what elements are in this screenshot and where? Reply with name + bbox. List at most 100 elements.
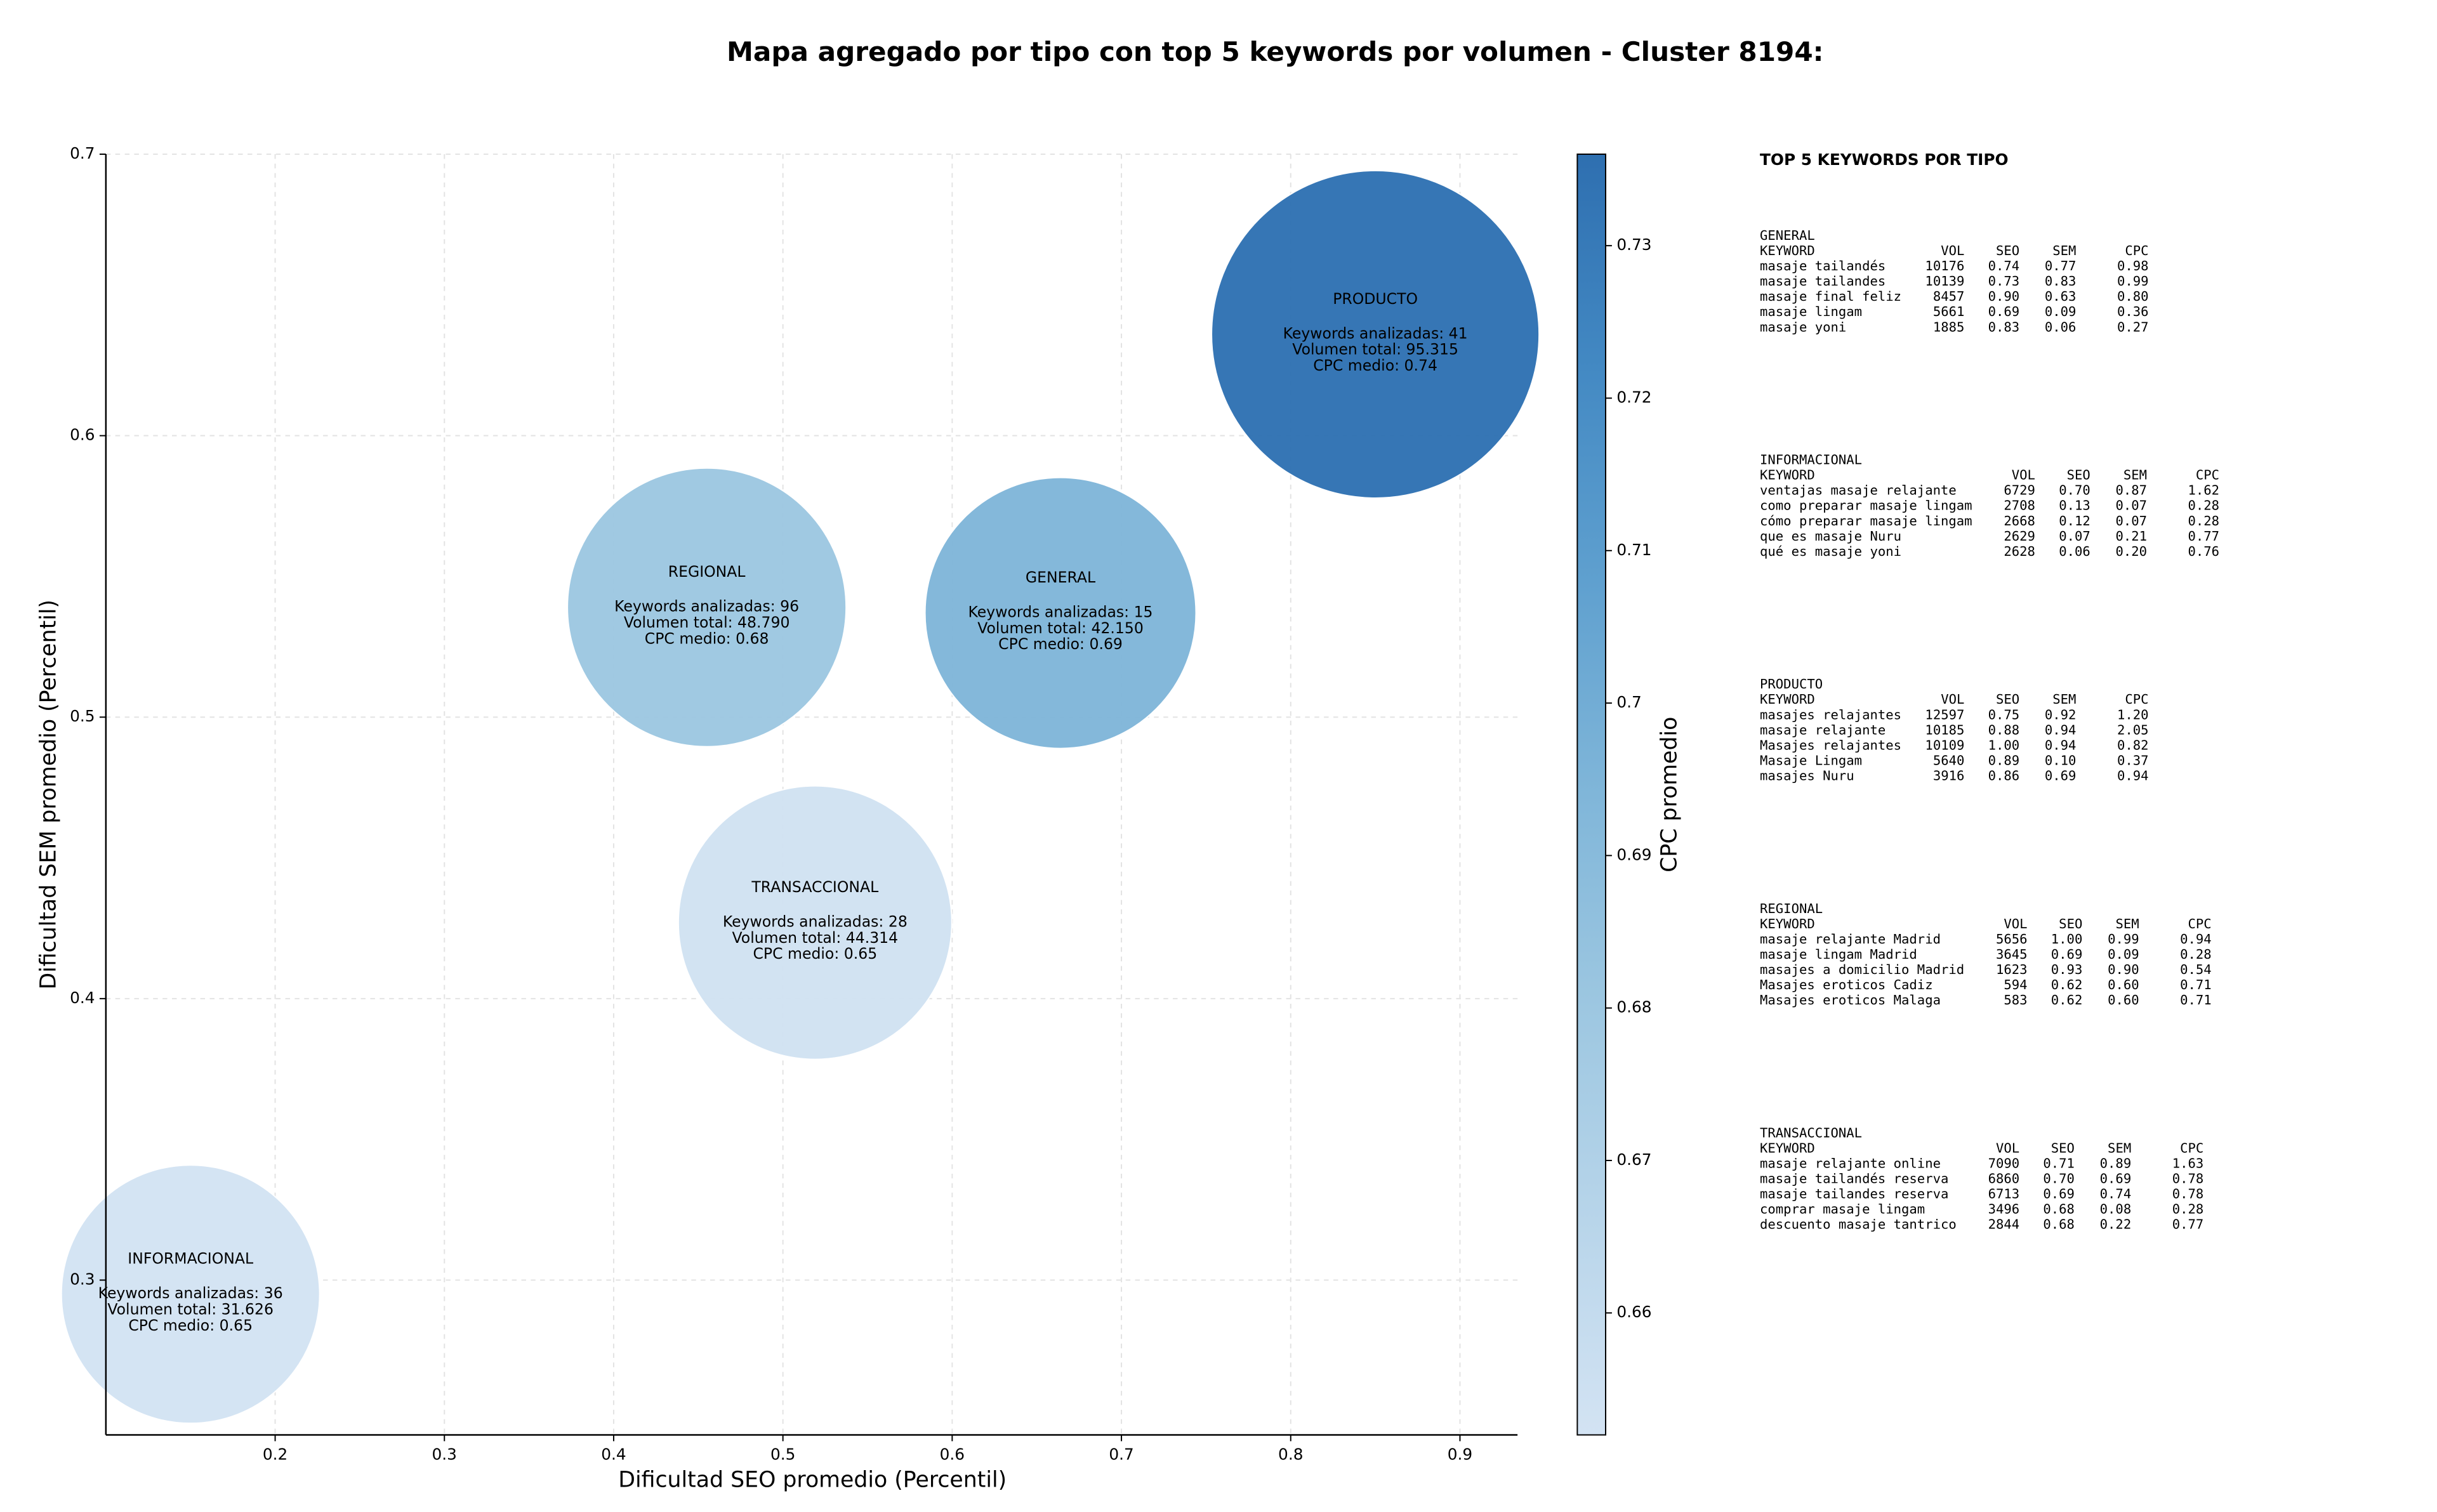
x-tick-label: 0.5: [770, 1445, 795, 1464]
table-cell: 1885: [1933, 319, 1965, 334]
table-cell: 3916: [1933, 768, 1965, 783]
table-cell: 5640: [1933, 753, 1965, 768]
table-header: CPC: [2196, 468, 2219, 483]
x-tick-label: 0.3: [432, 1445, 457, 1464]
table-cell: 10176: [1925, 258, 1964, 273]
table-header: KEYWORD: [1760, 243, 1815, 258]
table-cell: 0.13: [2059, 498, 2090, 513]
table-cell: 0.09: [2045, 304, 2077, 319]
table-cell: 0.88: [1988, 722, 2020, 737]
table-cell: 0.62: [2051, 977, 2083, 992]
bubble-detail: CPC medio: 0.68: [645, 629, 769, 647]
table-cell: masajes a domicilio Madrid: [1760, 962, 1964, 977]
table-header: VOL: [1941, 243, 1964, 258]
colorbar-tick-label: 0.67: [1616, 1150, 1651, 1169]
bubble: [924, 477, 1197, 749]
table-cell: 2.05: [2117, 722, 2149, 737]
table-cell: 0.71: [2180, 992, 2212, 1008]
table-cell: 0.28: [2180, 947, 2212, 962]
table-cell: 0.93: [2051, 962, 2083, 977]
table-cell: 1.20: [2117, 707, 2149, 722]
table-cell: 0.12: [2059, 513, 2090, 529]
table-cell: 7090: [1988, 1155, 2020, 1171]
table-cell: masaje tailandés reserva: [1760, 1171, 1948, 1187]
table-cell: 3496: [1988, 1202, 2020, 1217]
table-cell: como preparar masaje lingam: [1760, 498, 1972, 513]
table-cell: 0.54: [2180, 962, 2212, 977]
table-header: SEM: [2052, 692, 2076, 707]
colorbar-tick-label: 0.72: [1616, 388, 1651, 406]
x-tick-label: 0.7: [1109, 1445, 1133, 1464]
table-header: KEYWORD: [1760, 468, 1815, 483]
table-cell: 0.77: [2045, 258, 2077, 273]
table-cell: 0.78: [2172, 1187, 2204, 1202]
table-cell: 0.27: [2117, 319, 2149, 334]
table-cell: Masaje Lingam: [1760, 753, 1862, 768]
table-cell: 0.22: [2100, 1217, 2132, 1232]
table-cell: 0.07: [2115, 498, 2147, 513]
bubble-detail: CPC medio: 0.65: [128, 1317, 253, 1334]
table-cell: 0.83: [1988, 319, 2020, 334]
table-cell: 0.94: [2045, 722, 2077, 737]
table-cell: ventajas masaje relajante: [1760, 483, 1957, 498]
table-header: KEYWORD: [1760, 1140, 1815, 1155]
table-cell: 0.82: [2117, 737, 2149, 753]
table-title: TRANSACCIONAL: [1760, 1125, 1862, 1140]
table-header: CPC: [2180, 1140, 2203, 1155]
bubble-detail: CPC medio: 0.69: [998, 635, 1123, 653]
table-header: SEO: [2059, 916, 2082, 931]
table-cell: 0.09: [2108, 947, 2139, 962]
x-tick-label: 0.8: [1278, 1445, 1303, 1464]
table-cell: 0.74: [1988, 258, 2020, 273]
bubble-detail: CPC medio: 0.65: [753, 945, 877, 963]
table-header: SEO: [2051, 1140, 2075, 1155]
bubble-detail: Keywords analizadas: 28: [723, 913, 908, 931]
table-header: VOL: [2012, 468, 2035, 483]
x-tick-label: 0.4: [601, 1445, 626, 1464]
table-cell: Masajes relajantes: [1760, 737, 1901, 753]
table-cell: 3645: [1996, 947, 2028, 962]
table-cell: 2628: [2004, 544, 2035, 559]
table-cell: 0.28: [2188, 498, 2220, 513]
table-cell: 0.08: [2100, 1202, 2132, 1217]
table-title: PRODUCTO: [1760, 676, 1823, 692]
y-tick-label: 0.3: [70, 1270, 95, 1289]
table-cell: 0.60: [2108, 992, 2139, 1008]
table-cell: 0.92: [2045, 707, 2077, 722]
table-cell: comprar masaje lingam: [1760, 1202, 1925, 1217]
table-cell: masaje lingam: [1760, 304, 1862, 319]
table-cell: 1.00: [2051, 931, 2083, 947]
table-cell: 0.77: [2188, 529, 2220, 544]
table-cell: 0.94: [2045, 737, 2077, 753]
table-cell: 2629: [2004, 529, 2035, 544]
table-cell: 10139: [1925, 273, 1964, 289]
table-header: SEO: [1996, 692, 2019, 707]
table-cell: 6729: [2004, 483, 2035, 498]
table-cell: masaje tailandes: [1760, 273, 1886, 289]
table-header: KEYWORD: [1760, 916, 1815, 931]
table-cell: 5661: [1933, 304, 1965, 319]
table-cell: 0.83: [2045, 273, 2077, 289]
y-tick-label: 0.4: [70, 989, 95, 1007]
panel-title: TOP 5 KEYWORDS POR TIPO: [1760, 150, 2009, 169]
table-cell: 0.90: [2108, 962, 2139, 977]
table-header: SEM: [2052, 243, 2076, 258]
y-tick-label: 0.6: [70, 426, 95, 444]
table-cell: Masajes eroticos Cadiz: [1760, 977, 1933, 992]
table-cell: 0.71: [2043, 1155, 2075, 1171]
table-cell: qué es masaje yoni: [1760, 544, 1901, 559]
table-header: CPC: [2125, 692, 2148, 707]
table-cell: 0.78: [2172, 1171, 2204, 1187]
table-header: VOL: [2004, 916, 2027, 931]
table-title: REGIONAL: [1760, 901, 1823, 916]
table-cell: masaje yoni: [1760, 319, 1846, 334]
table-cell: masaje lingam Madrid: [1760, 947, 1917, 962]
table-cell: 594: [2004, 977, 2027, 992]
table-cell: 0.69: [1988, 304, 2020, 319]
table-cell: que es masaje Nuru: [1760, 529, 1901, 544]
axes: 0.2 0.3 0.4 0.5 0.6 0.7 0.8 0.9 0.3 0.4 0.5 0.6 0.7 0…: [70, 144, 1651, 1464]
table-cell: 2844: [1988, 1217, 2020, 1232]
colorbar-label: CPC promedio: [1657, 717, 1682, 872]
table-cell: 0.98: [2117, 258, 2149, 273]
